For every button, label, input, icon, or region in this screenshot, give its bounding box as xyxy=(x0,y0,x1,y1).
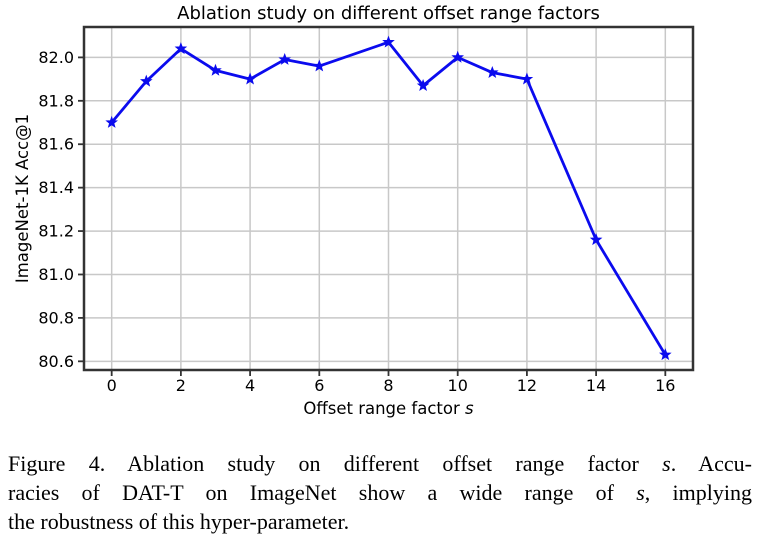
chart-line xyxy=(110,40,667,357)
data-point-marker-10 xyxy=(486,65,499,78)
y-tick-label-1: 81.8 xyxy=(38,91,74,110)
line-chart: 0 2 4 6 8 10 12 14 16 82.0 81.8 81.6 81.4 81.2 81.0 80.… xyxy=(13,3,695,418)
caption-text: . Accu- xyxy=(670,451,752,476)
x-tick-label-1: 2 xyxy=(176,376,186,395)
data-point-marker-11 xyxy=(520,72,534,85)
x-tick-label-7: 14 xyxy=(586,376,606,395)
data-point-marker-7 xyxy=(382,35,395,48)
chart-title: Ablation study on different offset range… xyxy=(177,3,600,24)
data-point-marker-13 xyxy=(659,348,672,361)
x-tick-label-5: 10 xyxy=(448,376,468,395)
chart-svg: 0 2 4 6 8 10 12 14 16 82.0 81.8 81.6 81.4 81.2 81.0 80.… xyxy=(13,3,695,418)
y-tick-label-0: 82.0 xyxy=(38,48,74,67)
caption-text: the robustness of this hyper-parameter. xyxy=(8,509,350,534)
data-point-marker-8 xyxy=(416,78,430,91)
x-axis-label: Offset range factor s xyxy=(303,399,474,418)
figure-caption: Figure 4. Ablation study on different of… xyxy=(8,449,752,536)
y-axis-label: ImageNet-1K Acc@1 xyxy=(13,114,32,283)
caption-text: racies of DAT-T on ImageNet show a wide … xyxy=(8,480,637,505)
y-tick-label-3: 81.4 xyxy=(38,178,74,197)
data-point-marker-6 xyxy=(313,59,326,72)
caption-math-var: s xyxy=(662,451,671,476)
data-point-marker-1 xyxy=(139,74,153,87)
caption-math-var: s xyxy=(636,480,645,505)
y-tick-label-7: 80.6 xyxy=(38,352,74,371)
x-tick-label-0: 0 xyxy=(107,376,117,395)
data-point-marker-2 xyxy=(174,42,188,55)
x-tick-label-6: 12 xyxy=(517,376,537,395)
caption-line-2: racies of DAT-T on ImageNet show a wide … xyxy=(8,478,752,507)
plot-border xyxy=(82,25,695,372)
data-point-marker-9 xyxy=(451,50,464,63)
caption-line-1: Figure 4. Ablation study on different of… xyxy=(8,449,752,478)
data-point-marker-4 xyxy=(243,72,257,85)
x-tick-label-8: 16 xyxy=(655,376,675,395)
y-tick-label-4: 81.2 xyxy=(38,222,74,241)
x-tick-label-2: 4 xyxy=(245,376,255,395)
caption-line-3: the robustness of this hyper-parameter. xyxy=(8,507,752,536)
data-point-marker-0 xyxy=(105,115,118,128)
x-axis-label-text: Offset range factor xyxy=(303,399,465,418)
caption-text: , implying xyxy=(644,480,753,505)
y-tick-label-6: 80.8 xyxy=(38,308,74,327)
y-tick-label-2: 81.6 xyxy=(38,135,74,154)
data-point-marker-12 xyxy=(589,233,603,246)
data-point-marker-3 xyxy=(209,63,222,76)
data-point-marker-5 xyxy=(278,52,291,65)
x-tick-label-4: 8 xyxy=(383,376,393,395)
x-tick-label-3: 6 xyxy=(314,376,324,395)
x-axis-label-var: s xyxy=(465,399,474,418)
y-tick-label-5: 81.0 xyxy=(38,265,74,284)
caption-text: Figure 4. Ablation study on different of… xyxy=(8,451,663,476)
